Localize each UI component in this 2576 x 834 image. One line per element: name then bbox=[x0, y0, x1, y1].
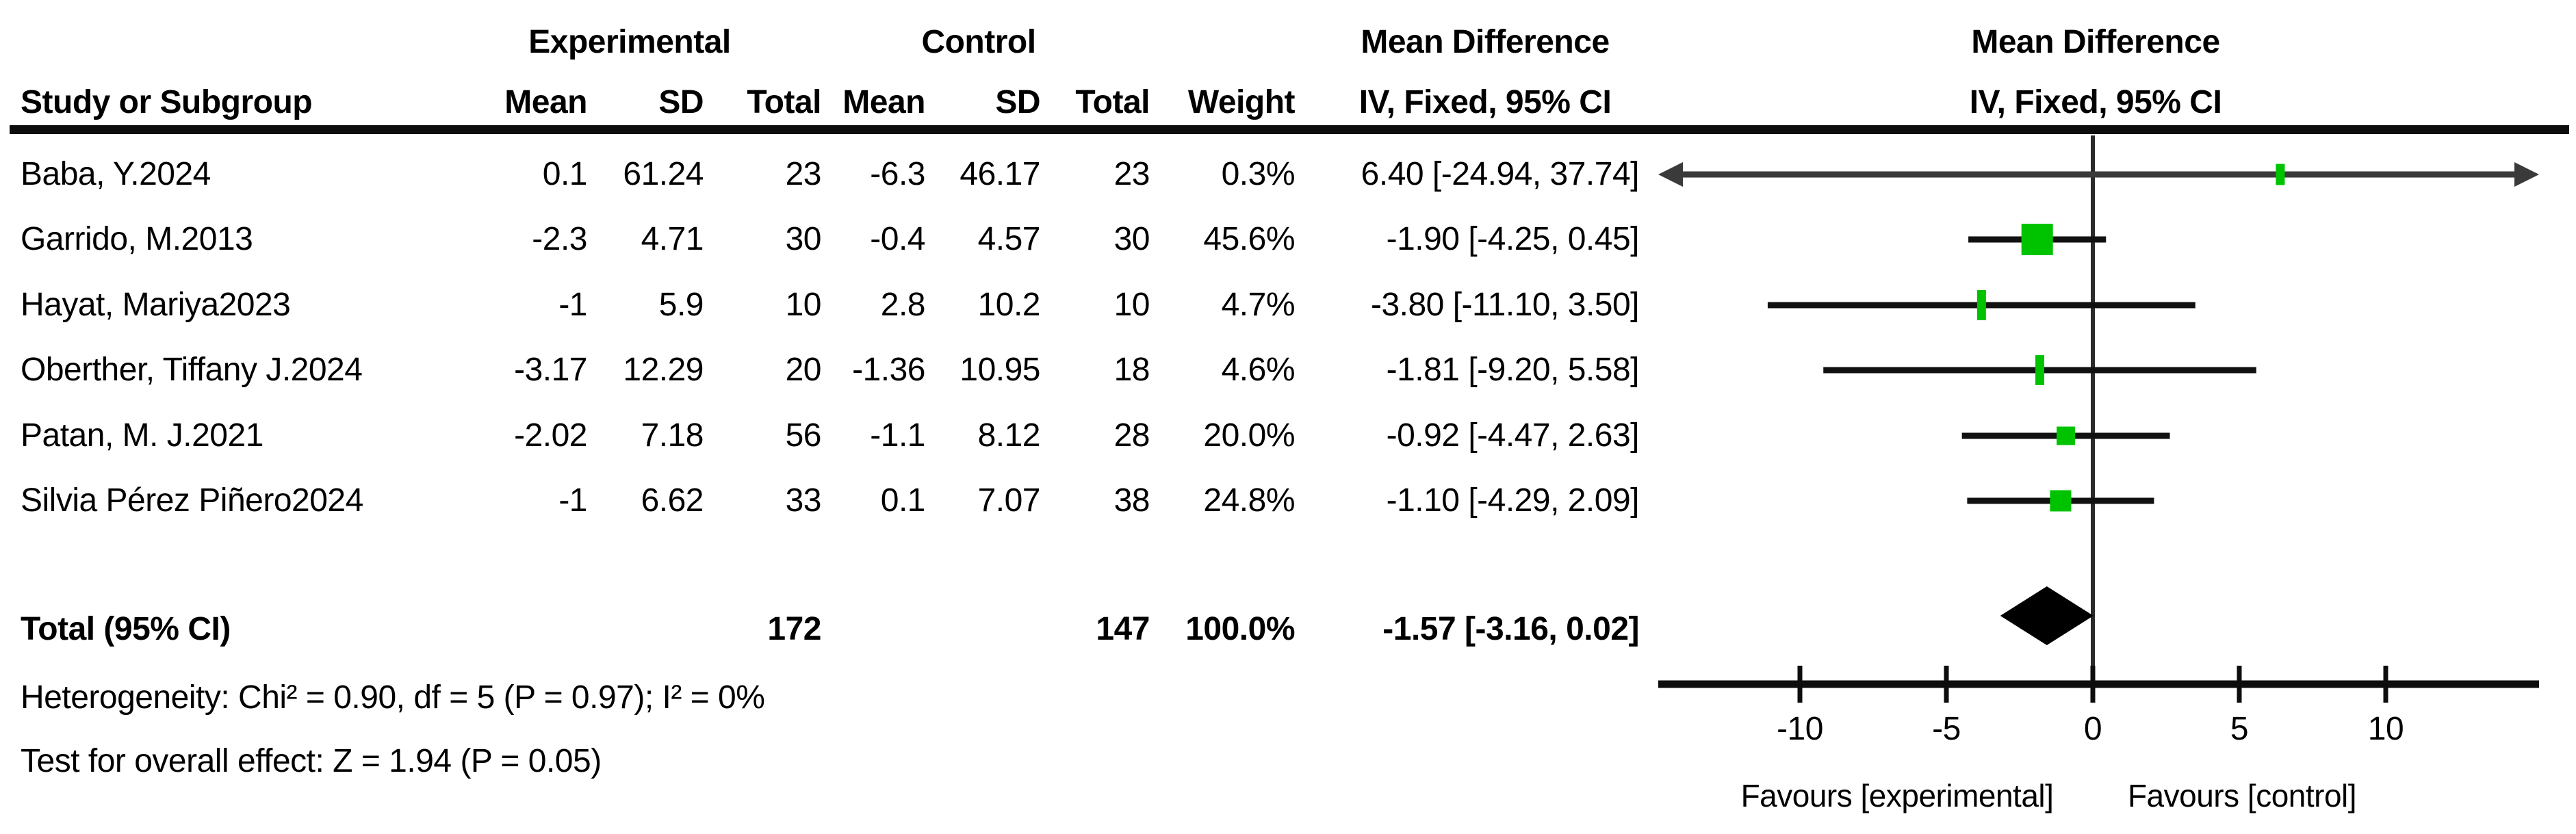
sd-control: 46.17 bbox=[959, 156, 1040, 192]
sd-control: 10.95 bbox=[959, 352, 1040, 388]
weight: 0.3% bbox=[1221, 156, 1296, 192]
total-experimental: 23 bbox=[785, 156, 822, 192]
study-name: Garrido, M.2013 bbox=[21, 221, 253, 257]
sd-control: 10.2 bbox=[977, 287, 1041, 323]
effect-marker bbox=[1976, 289, 1986, 321]
ci-text: -3.80 [-11.10, 3.50] bbox=[1370, 287, 1640, 323]
total-diamond bbox=[2000, 586, 2094, 645]
ci-arrow-left bbox=[1658, 162, 1683, 187]
total-label: Total (95% CI) bbox=[21, 611, 231, 647]
study-name: Hayat, Mariya2023 bbox=[21, 287, 291, 323]
weight: 20.0% bbox=[1203, 417, 1295, 454]
total-experimental: 56 bbox=[785, 417, 822, 454]
mean-experimental: -3.17 bbox=[514, 352, 587, 388]
sd-control: 8.12 bbox=[977, 417, 1041, 454]
axis-tick-label: -10 bbox=[1777, 711, 1823, 747]
mean-experimental: -2.02 bbox=[514, 417, 587, 454]
total-ci-text: -1.57 [-3.16, 0.02] bbox=[1382, 611, 1639, 647]
axis-tick-label: 0 bbox=[2083, 711, 2102, 747]
col-header-sd-exp: SD bbox=[658, 84, 704, 120]
col-group-control: Control bbox=[921, 24, 1036, 60]
heterogeneity-text: Heterogeneity: Chi² = 0.90, df = 5 (P = … bbox=[21, 679, 765, 716]
col-header-total-exp: Total bbox=[747, 84, 821, 120]
ci-text: -1.90 [-4.25, 0.45] bbox=[1386, 221, 1640, 257]
total-control: 10 bbox=[1113, 287, 1150, 323]
total-control: 30 bbox=[1113, 221, 1150, 257]
axis-tick-label: -5 bbox=[1932, 711, 1961, 747]
col-header-sd-ctrl: SD bbox=[995, 84, 1040, 120]
total-weight: 100.0% bbox=[1185, 611, 1295, 647]
col-header-mean-ctrl: Mean bbox=[842, 84, 925, 120]
study-name: Silvia Pérez Piñero2024 bbox=[21, 482, 363, 519]
mean-experimental: -1 bbox=[558, 287, 587, 323]
mean-experimental: -2.3 bbox=[532, 221, 587, 257]
weight: 4.7% bbox=[1221, 287, 1296, 323]
effect-marker bbox=[2021, 224, 2053, 255]
col-group-mean-difference-plot: Mean Difference bbox=[1971, 24, 2220, 60]
total-experimental: 33 bbox=[785, 482, 822, 519]
mean-control: 2.8 bbox=[880, 287, 926, 323]
total-control: 18 bbox=[1113, 352, 1150, 388]
sd-experimental: 61.24 bbox=[623, 156, 704, 192]
favours-experimental-label: Favours [experimental] bbox=[1740, 778, 2054, 813]
effect-marker bbox=[2035, 355, 2045, 385]
sd-experimental: 5.9 bbox=[658, 287, 704, 323]
col-group-experimental: Experimental bbox=[528, 24, 731, 60]
axis-tick-label: 5 bbox=[2230, 711, 2249, 747]
col-header-mean-exp: Mean bbox=[504, 84, 587, 120]
study-name: Patan, M. J.2021 bbox=[21, 417, 263, 454]
total-experimental: 10 bbox=[785, 287, 822, 323]
sd-experimental: 7.18 bbox=[641, 417, 704, 454]
sd-control: 4.57 bbox=[977, 221, 1041, 257]
mean-control: 0.1 bbox=[880, 482, 926, 519]
ci-arrow-right bbox=[2514, 162, 2539, 187]
mean-control: -1.36 bbox=[852, 352, 925, 388]
weight: 4.6% bbox=[1221, 352, 1296, 388]
ci-text: -0.92 [-4.47, 2.63] bbox=[1386, 417, 1640, 454]
total-experimental: 20 bbox=[785, 352, 822, 388]
study-name: Oberther, Tiffany J.2024 bbox=[21, 352, 363, 388]
overall-effect-text: Test for overall effect: Z = 1.94 (P = 0… bbox=[21, 743, 602, 779]
col-header-iv-plot: IV, Fixed, 95% CI bbox=[1969, 84, 2222, 120]
col-header-study: Study or Subgroup bbox=[21, 84, 313, 120]
total-control: 38 bbox=[1113, 482, 1150, 519]
mean-control: -6.3 bbox=[870, 156, 925, 192]
sd-experimental: 12.29 bbox=[623, 352, 704, 388]
mean-control: -1.1 bbox=[870, 417, 925, 454]
total-n-control: 147 bbox=[1096, 611, 1150, 647]
col-header-weight: Weight bbox=[1187, 84, 1296, 120]
col-header-iv-table: IV, Fixed, 95% CI bbox=[1358, 84, 1612, 120]
mean-control: -0.4 bbox=[870, 221, 925, 257]
favours-control-label: Favours [control] bbox=[2127, 778, 2357, 813]
weight: 24.8% bbox=[1203, 482, 1295, 519]
sd-experimental: 4.71 bbox=[641, 221, 704, 257]
effect-marker bbox=[2057, 426, 2076, 445]
mean-experimental: 0.1 bbox=[542, 156, 588, 192]
ci-text: -1.10 [-4.29, 2.09] bbox=[1386, 482, 1640, 519]
axis-tick-label: 10 bbox=[2367, 711, 2404, 747]
total-control: 28 bbox=[1113, 417, 1150, 454]
ci-text: 6.40 [-24.94, 37.74] bbox=[1361, 156, 1640, 192]
col-group-mean-difference-table: Mean Difference bbox=[1361, 24, 1610, 60]
study-name: Baba, Y.2024 bbox=[21, 156, 211, 192]
mean-experimental: -1 bbox=[558, 482, 587, 519]
col-header-total-ctrl: Total bbox=[1075, 84, 1150, 120]
sd-experimental: 6.62 bbox=[641, 482, 704, 519]
weight: 45.6% bbox=[1203, 221, 1295, 257]
total-n-experimental: 172 bbox=[767, 611, 821, 647]
ci-text: -1.81 [-9.20, 5.58] bbox=[1386, 352, 1640, 388]
total-control: 23 bbox=[1113, 156, 1150, 192]
effect-marker bbox=[2276, 164, 2285, 185]
sd-control: 7.07 bbox=[977, 482, 1041, 519]
header-divider bbox=[10, 125, 2569, 134]
total-experimental: 30 bbox=[785, 221, 822, 257]
effect-marker bbox=[2050, 490, 2072, 512]
